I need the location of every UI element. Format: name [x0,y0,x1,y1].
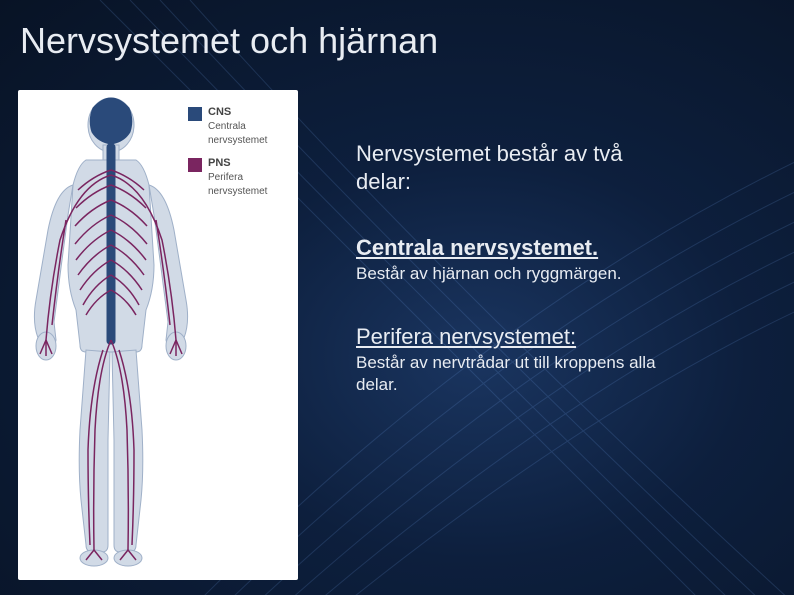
section1-heading: Centrala nervsystemet. [356,235,676,261]
diagram-legend: CNS Centrala nervsystemet PNS Perifera n… [188,106,298,209]
cns-swatch [188,107,202,121]
legend-pns-label: Perifera nervsystemet [208,172,267,197]
pns-swatch [188,158,202,172]
slide-title: Nervsystemet och hjärnan [20,20,438,62]
section2-heading: Perifera nervsystemet: [356,324,676,350]
intro-text: Nervsystemet består av två delar: [356,140,676,195]
section2-body: Består av nervtrådar ut till kroppens al… [356,352,676,395]
legend-pns: PNS Perifera nervsystemet [188,157,298,198]
legend-cns-abbr: CNS [208,106,231,118]
section1-body: Består av hjärnan och ryggmärgen. [356,263,676,284]
legend-cns-label: Centrala nervsystemet [208,121,267,146]
legend-cns: CNS Centrala nervsystemet [188,106,298,147]
legend-pns-abbr: PNS [208,157,231,169]
text-column: Nervsystemet består av två delar: Centra… [356,140,676,435]
diagram-panel: CNS Centrala nervsystemet PNS Perifera n… [18,90,298,580]
